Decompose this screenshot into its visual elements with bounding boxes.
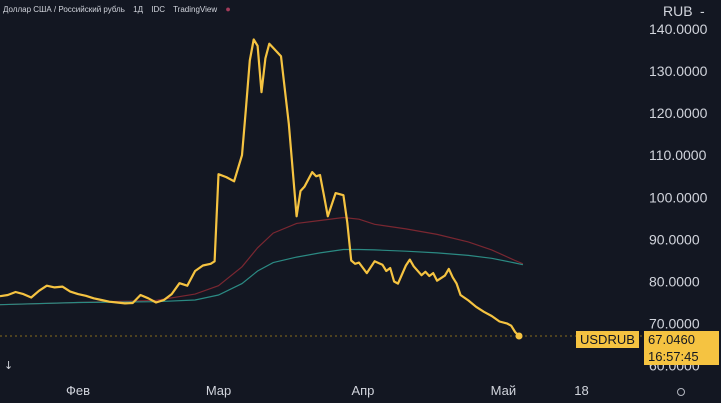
time-axis-tick-label: Мар — [206, 383, 231, 398]
scroll-to-realtime-icon[interactable]: ↓ — [4, 359, 13, 372]
price-axis-tick-label: 110.0000 — [649, 147, 707, 163]
currency-unit-label[interactable]: RUB — [663, 3, 693, 19]
moving-average-long-line — [0, 216, 524, 306]
price-axis-tick-label: 90.0000 — [649, 231, 700, 247]
time-axis-tick-label: Май — [491, 383, 516, 398]
price-axis-tick-label: 130.0000 — [649, 63, 708, 79]
last-price-dot — [515, 332, 523, 340]
ticker-tag: USDRUB — [576, 331, 639, 348]
auto-scale-icon[interactable] — [677, 388, 685, 396]
data-source-label: IDC — [151, 5, 166, 14]
moving-average-short-line — [0, 248, 524, 306]
market-status-icon[interactable]: ● — [225, 4, 231, 14]
price-axis-tick-label: 70.0000 — [649, 316, 700, 332]
countdown-tag: 16:57:45 — [644, 348, 719, 365]
time-axis[interactable]: Фев Мар Апр Май 18 — [66, 383, 589, 398]
price-axis-tick-label: 80.0000 — [649, 274, 700, 290]
price-axis[interactable]: 60.000070.000080.000090.0000100.0000110.… — [649, 21, 708, 374]
usdrub-price-line — [0, 38, 520, 337]
last-price-tag: 67.0460 — [644, 331, 719, 348]
chart-header: Доллар США / Российский рубль 1Д IDC Tra… — [3, 4, 237, 14]
time-axis-tick-label: 18 — [574, 383, 588, 398]
price-axis-tick-label: 100.0000 — [649, 189, 708, 205]
currency-unit-dropdown-icon[interactable]: - — [700, 3, 705, 19]
brand-label: TradingView — [173, 5, 218, 14]
time-axis-tick-label: Фев — [66, 383, 90, 398]
price-axis-tick-label: 120.0000 — [649, 105, 708, 121]
interval-label[interactable]: 1Д — [133, 5, 143, 14]
time-axis-tick-label: Апр — [351, 383, 374, 398]
symbol-name[interactable]: Доллар США / Российский рубль — [3, 5, 125, 14]
price-axis-tick-label: 140.0000 — [649, 21, 708, 37]
